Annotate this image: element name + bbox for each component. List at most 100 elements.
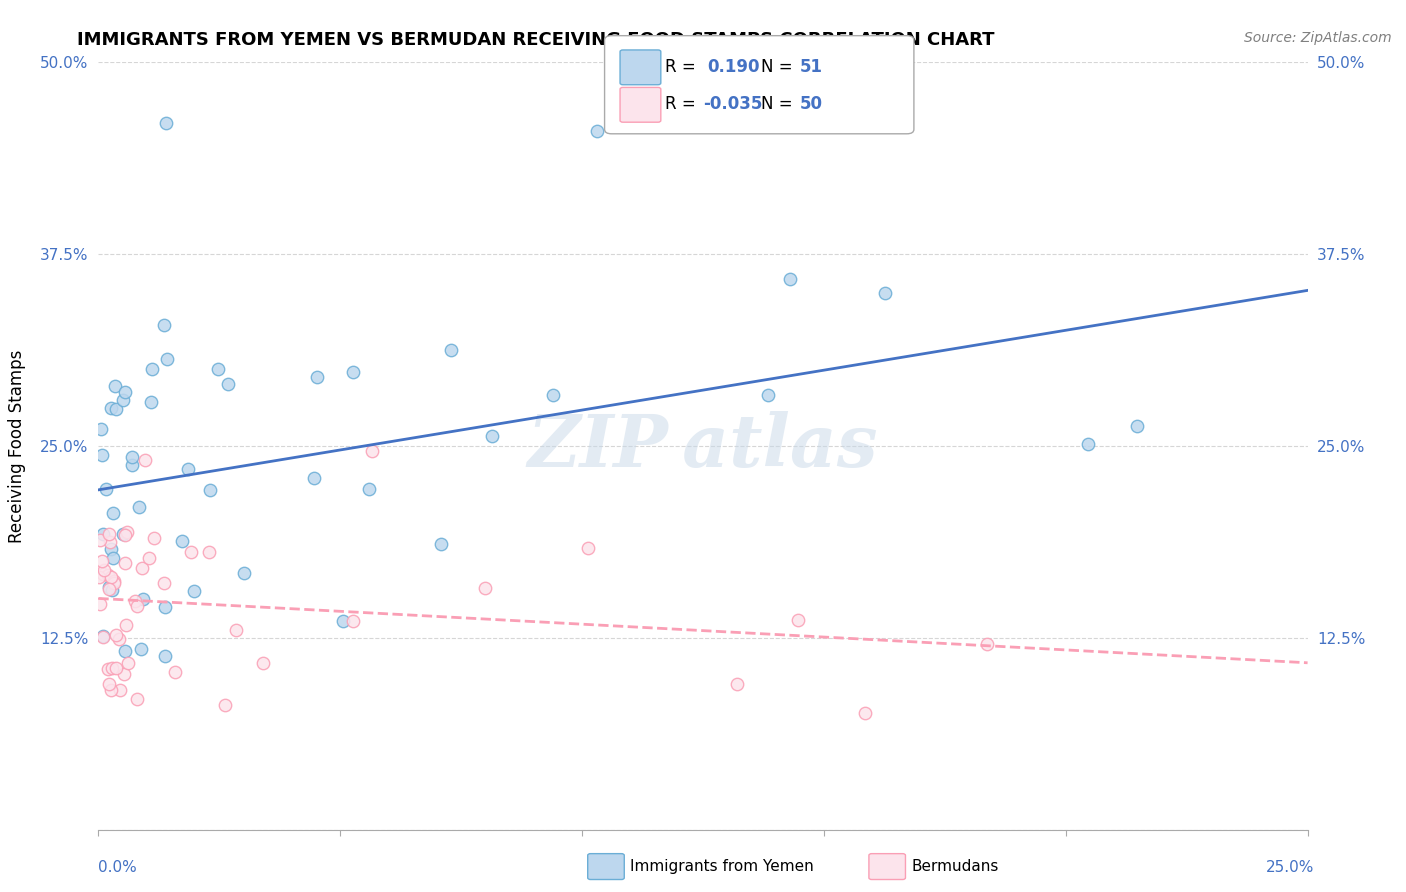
Point xyxy=(104,628,127,642)
Point xyxy=(177,462,200,476)
Point xyxy=(100,401,122,415)
Point xyxy=(360,444,382,458)
Point xyxy=(153,575,176,590)
Point xyxy=(585,124,607,138)
Text: ZIP atlas: ZIP atlas xyxy=(527,410,879,482)
Point xyxy=(114,528,136,542)
Point xyxy=(779,272,801,286)
Point xyxy=(873,285,896,300)
Point xyxy=(131,561,153,575)
Point xyxy=(342,366,364,380)
Text: R =: R = xyxy=(665,95,702,113)
Point xyxy=(134,452,156,467)
Point xyxy=(1077,436,1099,450)
Point xyxy=(252,657,274,671)
Point xyxy=(112,526,135,541)
Point xyxy=(756,387,779,401)
Point xyxy=(128,500,150,515)
Point xyxy=(112,392,135,407)
Point xyxy=(108,683,131,698)
Point xyxy=(98,534,121,549)
Point xyxy=(114,644,136,658)
Point xyxy=(90,422,112,436)
Point xyxy=(121,450,143,464)
Point xyxy=(153,600,176,615)
Point xyxy=(115,524,138,539)
Text: 50: 50 xyxy=(800,95,823,113)
Point xyxy=(100,541,122,556)
Point xyxy=(97,582,120,596)
Text: -0.035: -0.035 xyxy=(703,95,762,113)
Point xyxy=(98,526,121,541)
Point xyxy=(108,632,131,646)
Text: 0.190: 0.190 xyxy=(707,58,759,76)
Point xyxy=(357,482,380,496)
Text: Immigrants from Yemen: Immigrants from Yemen xyxy=(630,859,814,873)
Point xyxy=(183,584,205,599)
Point xyxy=(853,706,876,721)
Point xyxy=(93,630,115,644)
Point xyxy=(101,550,124,565)
Point xyxy=(725,677,748,691)
Point xyxy=(103,574,125,588)
Text: Bermudans: Bermudans xyxy=(911,859,998,873)
Point xyxy=(141,361,163,376)
Point xyxy=(105,661,128,675)
Point xyxy=(124,594,146,608)
Point xyxy=(541,388,564,402)
Point xyxy=(91,554,114,568)
Point xyxy=(114,666,136,681)
Point xyxy=(474,581,496,595)
Point xyxy=(786,613,808,627)
Point xyxy=(98,677,121,691)
Point xyxy=(127,599,149,614)
Point xyxy=(90,449,112,463)
Point xyxy=(129,641,152,656)
Point xyxy=(156,351,179,366)
Text: 25.0%: 25.0% xyxy=(1267,860,1315,874)
Point xyxy=(100,682,122,697)
Point xyxy=(97,568,120,582)
Point xyxy=(97,662,120,676)
Text: 51: 51 xyxy=(800,58,823,76)
Point xyxy=(103,575,125,590)
Point xyxy=(89,533,111,547)
Text: 0.0%: 0.0% xyxy=(98,860,138,874)
Point xyxy=(114,556,136,570)
Point xyxy=(121,458,143,473)
Point xyxy=(332,614,354,628)
Point xyxy=(217,376,239,391)
Point xyxy=(214,698,236,713)
Point xyxy=(152,318,174,333)
Y-axis label: Receiving Food Stamps: Receiving Food Stamps xyxy=(8,350,27,542)
Point xyxy=(180,545,202,559)
Point xyxy=(342,614,364,628)
Point xyxy=(153,648,176,663)
Text: N =: N = xyxy=(761,58,797,76)
Point xyxy=(207,361,229,376)
Point xyxy=(1126,419,1149,434)
Point xyxy=(302,471,325,485)
Point xyxy=(233,566,256,580)
Point xyxy=(101,506,124,520)
Point xyxy=(101,582,124,597)
Point xyxy=(98,581,121,595)
Point xyxy=(976,636,998,650)
Text: IMMIGRANTS FROM YEMEN VS BERMUDAN RECEIVING FOOD STAMPS CORRELATION CHART: IMMIGRANTS FROM YEMEN VS BERMUDAN RECEIV… xyxy=(77,31,995,49)
Point xyxy=(91,527,114,541)
Text: N =: N = xyxy=(761,95,797,113)
Point xyxy=(101,661,124,675)
Point xyxy=(115,618,138,632)
Point xyxy=(305,369,328,384)
Point xyxy=(127,692,149,706)
Point xyxy=(91,566,114,581)
Point xyxy=(94,483,117,497)
Point xyxy=(91,629,114,643)
Point xyxy=(198,545,221,559)
Point xyxy=(198,483,221,497)
Point xyxy=(440,343,463,358)
Point xyxy=(170,534,193,549)
Point xyxy=(100,570,122,584)
Text: R =: R = xyxy=(665,58,702,76)
Point xyxy=(155,116,177,130)
